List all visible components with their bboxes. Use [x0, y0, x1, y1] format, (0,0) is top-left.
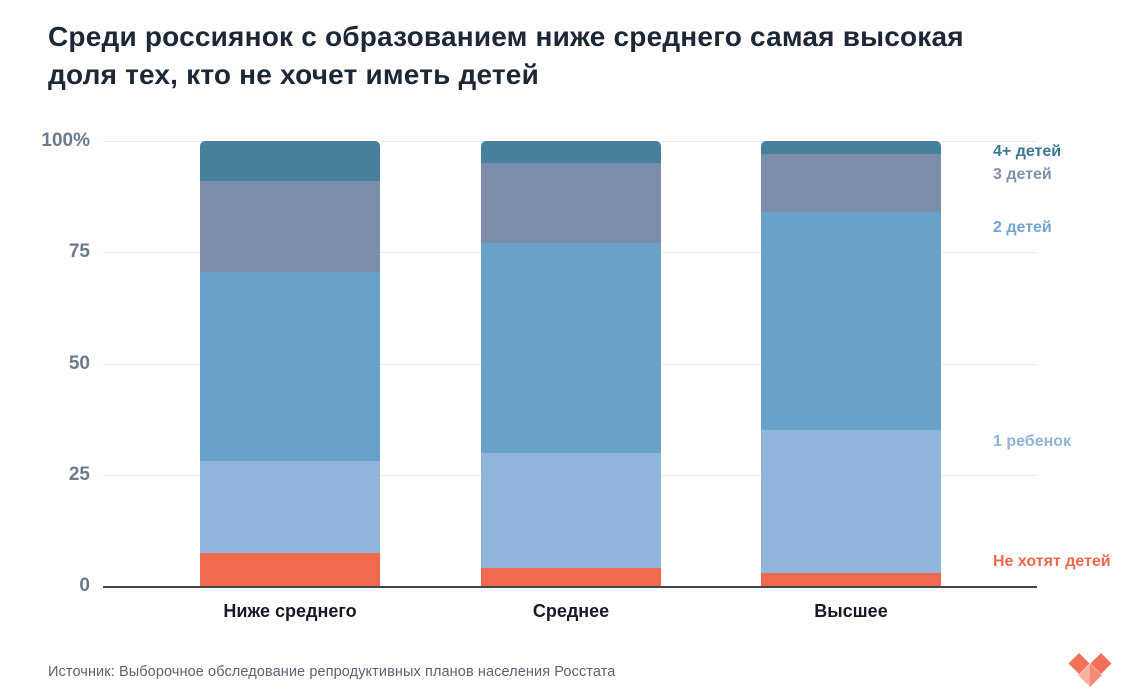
- bar-segment: [481, 568, 661, 586]
- bar-segment: [200, 181, 380, 273]
- logo-diamond-right: [1090, 653, 1112, 674]
- x-axis-baseline: [103, 586, 1037, 588]
- x-axis-category-label: Высшее: [814, 601, 888, 621]
- tochno-heart-logo: [1068, 653, 1112, 687]
- stacked-bar-2: [481, 141, 661, 586]
- chart-title: Среди россиянок с образованием ниже сред…: [48, 21, 964, 90]
- logo-diamond-bottom-left: [1078, 663, 1090, 687]
- bar-segment: [761, 154, 941, 213]
- bar-segment: [200, 461, 380, 553]
- bar-segment: [481, 243, 661, 453]
- y-axis-tick-100: 100%: [41, 130, 90, 151]
- bar-segment: [200, 272, 380, 462]
- bar-segment: [761, 572, 941, 586]
- legend-label: 1 ребенок: [993, 433, 1072, 450]
- bar-segment: [481, 141, 661, 164]
- x-axis-category-label: Ниже среднего: [223, 601, 357, 621]
- y-axis-tick-25: 25: [68, 463, 90, 485]
- y-axis-tick-0: 0: [79, 575, 90, 596]
- stacked-bar-3: [761, 141, 941, 586]
- bar-segment: [761, 430, 941, 573]
- legend-label: Не хотят детей: [993, 553, 1111, 570]
- legend-label: 4+ детей: [993, 143, 1062, 160]
- bar-segment: [481, 452, 661, 569]
- y-axis-tick-75: 75: [68, 241, 90, 263]
- x-axis-category-label: Среднее: [532, 601, 610, 621]
- bar-segment: [200, 141, 380, 182]
- legend-label: 3 детей: [993, 166, 1052, 183]
- logo-diamond-bottom-right: [1090, 663, 1102, 687]
- bar-segment: [761, 141, 941, 155]
- y-axis-tick-50: 50: [68, 352, 90, 374]
- bar-segment: [200, 552, 380, 586]
- source-caption: Источник: Выборочное обследование репрод…: [48, 664, 616, 680]
- bar-segment: [481, 163, 661, 244]
- logo-diamond-left: [1068, 653, 1090, 674]
- legend-label: 2 детей: [993, 219, 1052, 236]
- stacked-bar-1: [200, 141, 380, 586]
- bar-segment: [761, 212, 941, 431]
